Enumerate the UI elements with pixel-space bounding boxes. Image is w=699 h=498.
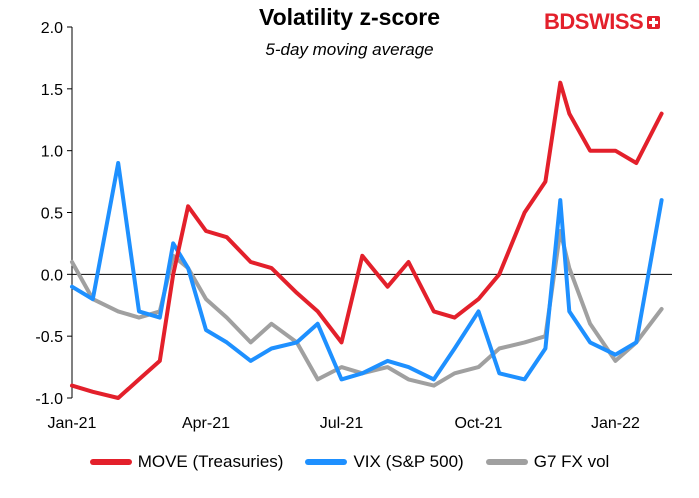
brand-logo: BDSWISS	[544, 8, 661, 36]
legend-swatch-vix	[305, 459, 348, 465]
legend-label-g7: G7 FX vol	[533, 452, 610, 471]
legend-swatch-g7	[485, 459, 528, 465]
y-tick-label: -1.0	[35, 391, 63, 408]
x-tick-label: Oct-21	[454, 415, 502, 432]
series-line-move	[70, 80, 664, 400]
y-tick-label: 0.5	[41, 206, 63, 223]
legend-swatch-move	[89, 459, 132, 465]
x-tick-label: Jan-21	[48, 415, 97, 432]
legend-item-move: MOVE (Treasuries)	[89, 452, 284, 472]
legend: MOVE (Treasuries) VIX (S&P 500) G7 FX vo…	[0, 452, 699, 472]
legend-label-move: MOVE (Treasuries)	[137, 452, 284, 471]
x-tick-label: Jul-21	[320, 415, 364, 432]
y-tick-label: -0.5	[35, 329, 63, 346]
y-tick-label: 1.5	[41, 82, 63, 99]
logo-swiss: SWISS	[574, 9, 644, 34]
y-tick-label: 0.0	[41, 267, 63, 284]
swiss-cross-icon	[647, 15, 661, 29]
x-tick-label: Apr-21	[182, 415, 230, 432]
chart-subtitle: 5-day moving average	[265, 40, 434, 59]
x-tick-label: Jan-22	[591, 415, 640, 432]
y-tick-label: 2.0	[41, 20, 63, 37]
legend-label-vix: VIX (S&P 500)	[353, 452, 464, 471]
series-line-vix	[70, 161, 664, 382]
logo-bd: BD	[544, 9, 575, 34]
legend-item-g7: G7 FX vol	[485, 452, 610, 472]
chart-title: Volatility z-score	[258, 4, 441, 30]
y-tick-label: 1.0	[41, 144, 63, 161]
legend-item-vix: VIX (S&P 500)	[305, 452, 464, 472]
